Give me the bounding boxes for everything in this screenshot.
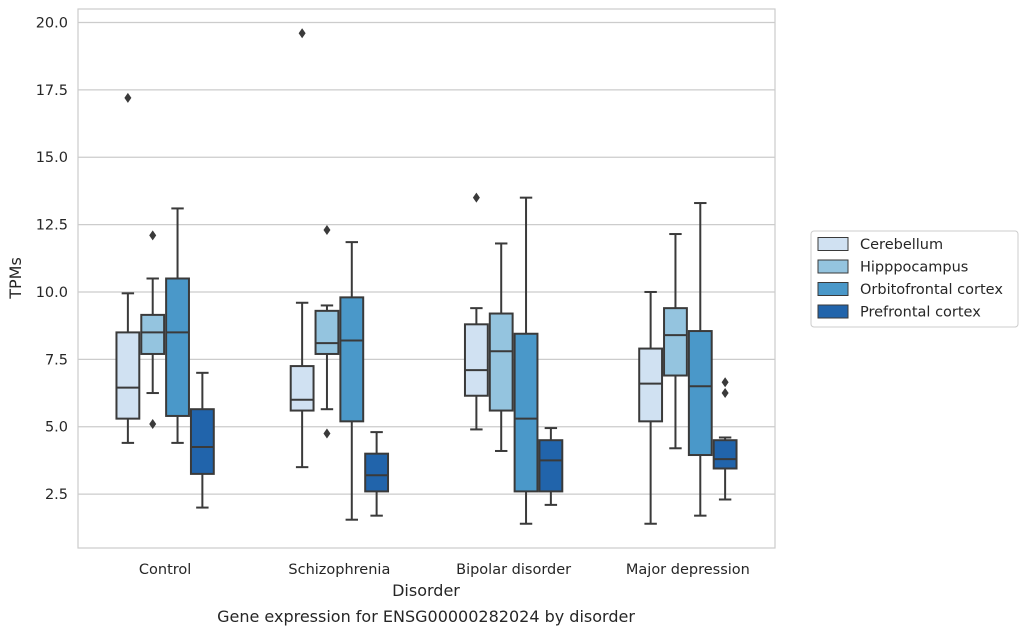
box-hipppocampus-2 [488, 242, 514, 452]
y-tick-label: 15.0 [36, 150, 68, 166]
box-prefrontal-cortex-1 [364, 431, 390, 517]
legend-swatch [817, 259, 849, 274]
chart-caption: Gene expression for ENSG00000282024 by d… [217, 607, 635, 626]
plot-frame [77, 8, 776, 549]
y-tick-label: 12.5 [36, 218, 68, 234]
box-orbitofrontal-cortex-2 [513, 196, 539, 525]
iqr-box [712, 439, 738, 470]
iqr-box [165, 277, 190, 417]
outlier-point [721, 377, 729, 388]
box-orbitofrontal-cortex-3 [687, 202, 713, 517]
iqr-box [339, 296, 365, 423]
iqr-box [638, 347, 664, 423]
outlier-point [124, 92, 132, 103]
iqr-box [314, 309, 340, 355]
outlier-point [149, 230, 157, 241]
box-cerebellum-3 [638, 290, 664, 525]
legend-label: Orbitofrontal cortex [860, 282, 1003, 298]
y-tick-label: 10.0 [36, 285, 68, 301]
tick-layer: 2.5 5.0 7.5 10.0 12.5 15.0 17.5 20.0 Control Schi… [36, 15, 750, 578]
iqr-box [513, 332, 539, 493]
box-layer [115, 28, 738, 525]
box-cerebellum-2 [463, 192, 489, 431]
box-prefrontal-cortex-0 [189, 371, 215, 509]
legend-label: Hipppocampus [860, 260, 968, 276]
legend-swatch [817, 304, 849, 319]
box-cerebellum-1 [289, 28, 315, 469]
iqr-box [663, 307, 688, 377]
outlier-point [298, 28, 306, 39]
iqr-box [115, 331, 141, 420]
iqr-box [463, 323, 489, 397]
iqr-box [687, 330, 713, 457]
y-tick-label: 20.0 [36, 15, 68, 31]
y-tick-label: 5.0 [45, 420, 68, 436]
y-tick-label: 7.5 [45, 352, 68, 368]
outlier-point [472, 192, 480, 203]
outlier-point [721, 388, 729, 399]
y-axis-label: TPMs [6, 257, 25, 300]
iqr-box [538, 439, 564, 493]
iqr-box [488, 312, 514, 412]
y-tick-label: 17.5 [36, 83, 68, 99]
legend-label: Prefrontal cortex [860, 305, 981, 321]
outlier-point [323, 428, 331, 439]
legend-swatch [817, 237, 849, 251]
x-tick-label: Bipolar disorder [456, 562, 571, 578]
iqr-box [289, 365, 315, 412]
box-hipppocampus-1 [314, 224, 340, 439]
legend-label: Cerebellum [860, 237, 943, 253]
box-prefrontal-cortex-3 [712, 377, 738, 501]
box-orbitofrontal-cortex-0 [165, 207, 190, 444]
legend-swatch [817, 282, 849, 296]
legend-frame [810, 230, 1019, 328]
x-tick-label: Schizophrenia [288, 562, 390, 578]
x-tick-label: Major depression [626, 562, 750, 578]
grid-layer [78, 21, 775, 495]
legend-items: Cerebellum Hipppocampus Orbitofrontal cort… [817, 237, 1003, 321]
iqr-box [140, 313, 166, 355]
box-hipppocampus-0 [140, 230, 166, 430]
box-cerebellum-0 [115, 92, 141, 444]
x-tick-label: Control [139, 562, 191, 578]
iqr-box [189, 408, 215, 475]
outlier-point [323, 224, 331, 235]
box-orbitofrontal-cortex-1 [339, 241, 365, 521]
outlier-point [149, 419, 157, 430]
legend: Cerebellum Hipppocampus Orbitofrontal cort… [810, 230, 1019, 328]
y-tick-label: 2.5 [45, 487, 68, 503]
iqr-box [364, 452, 390, 493]
box-prefrontal-cortex-2 [538, 427, 564, 506]
x-axis-label: Disorder [392, 581, 460, 600]
box-hipppocampus-3 [663, 233, 688, 450]
